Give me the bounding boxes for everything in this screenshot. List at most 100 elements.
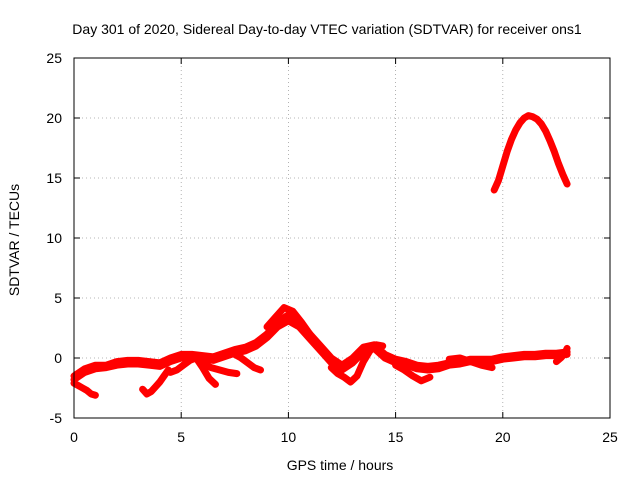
data-point	[446, 356, 453, 363]
series-line	[263, 304, 314, 338]
data-point	[564, 345, 571, 352]
data-point	[366, 347, 373, 354]
data-point	[180, 362, 187, 369]
data-point	[221, 353, 228, 360]
data-point	[349, 359, 356, 366]
data-point	[231, 351, 238, 358]
data-point	[521, 115, 528, 121]
data-point	[281, 304, 288, 311]
data-point	[75, 382, 82, 389]
y-tick-label: 5	[54, 290, 62, 306]
data-point	[446, 362, 453, 369]
data-point	[193, 355, 200, 361]
series-line	[490, 112, 571, 194]
data-point	[210, 357, 217, 364]
data-point	[328, 364, 335, 371]
data-point	[242, 347, 249, 354]
y-tick-label: 15	[46, 170, 62, 186]
data-point	[124, 361, 131, 367]
data-point	[435, 365, 442, 372]
data-point	[156, 379, 163, 385]
data-series	[327, 341, 387, 386]
data-point	[542, 128, 549, 135]
data-point	[491, 187, 498, 193]
data-point	[499, 356, 506, 363]
data-point	[418, 377, 425, 384]
data-point	[199, 361, 206, 367]
y-tick-label: 25	[46, 50, 62, 66]
data-point	[495, 177, 502, 184]
data-point	[489, 364, 496, 371]
data-point	[534, 116, 541, 123]
data-point	[489, 358, 496, 365]
data-series	[263, 304, 314, 338]
data-point	[525, 112, 532, 119]
data-point	[381, 355, 388, 361]
data-point	[92, 365, 99, 372]
data-point	[257, 367, 264, 373]
data-point	[173, 367, 180, 373]
data-point	[546, 137, 553, 144]
data-point	[557, 355, 564, 361]
data-point	[564, 181, 571, 187]
y-tick-label: 0	[54, 350, 62, 366]
data-point	[212, 381, 219, 388]
data-point	[152, 383, 159, 390]
data-point	[467, 358, 474, 365]
data-point	[392, 362, 399, 369]
data-point	[510, 355, 517, 361]
data-point	[414, 365, 421, 372]
data-point	[83, 387, 90, 394]
data-series	[70, 317, 571, 384]
data-point	[79, 385, 86, 391]
y-tick-label: 10	[46, 230, 62, 246]
y-tick-label: 20	[46, 110, 62, 126]
data-series	[231, 350, 264, 374]
y-tick-label: -5	[50, 410, 63, 426]
data-point	[508, 136, 515, 143]
data-point	[499, 163, 506, 169]
data-point	[559, 171, 566, 178]
data-series	[490, 112, 571, 194]
x-tick-label: 20	[495, 429, 511, 445]
data-point	[360, 358, 367, 365]
data-point	[167, 369, 174, 376]
data-point	[274, 323, 281, 330]
data-point	[409, 373, 416, 379]
data-point	[178, 355, 185, 361]
data-point	[379, 343, 386, 349]
data-point	[341, 374, 348, 381]
data-point	[225, 369, 232, 376]
x-tick-label: 5	[177, 429, 185, 445]
data-point	[92, 392, 99, 399]
x-tick-label: 15	[388, 429, 404, 445]
data-point	[424, 367, 431, 373]
data-point	[339, 367, 345, 373]
data-point	[143, 391, 150, 397]
ticks: 0 5 10 15 20 25 -5 0 5 10 15 20 25	[46, 50, 618, 445]
data-point	[354, 373, 361, 379]
data-point	[561, 350, 568, 357]
data-series	[552, 344, 571, 366]
data-point	[88, 391, 95, 397]
data-point	[373, 341, 380, 348]
data-series	[392, 361, 434, 385]
y-axis-label: SDTVAR / TECUs	[6, 184, 22, 296]
data-point	[251, 364, 258, 371]
data-point	[135, 361, 142, 367]
data-point	[206, 375, 213, 382]
data-point	[298, 319, 305, 325]
data-point	[161, 373, 168, 379]
data-point	[542, 352, 549, 359]
data-point	[263, 334, 270, 341]
data-point	[263, 323, 270, 330]
data-point	[529, 113, 536, 120]
data-point	[156, 363, 163, 370]
data-series	[167, 354, 219, 388]
data-point	[113, 362, 120, 369]
data-point	[512, 127, 519, 133]
data-point	[334, 370, 341, 377]
data-point	[253, 343, 260, 349]
data-point	[401, 367, 408, 373]
